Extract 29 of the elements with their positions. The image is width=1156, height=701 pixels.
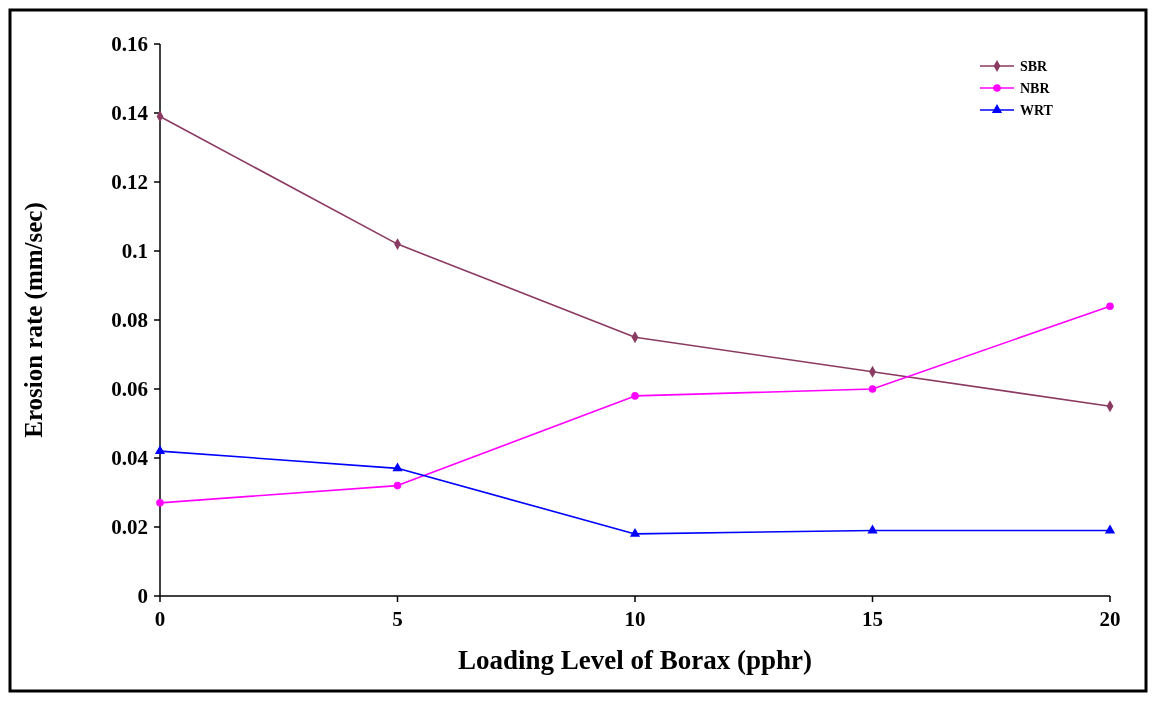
legend-label: WRT (1020, 102, 1054, 118)
point (867, 524, 878, 534)
y-tick-label: 0.06 (111, 377, 148, 402)
point (154, 445, 166, 455)
y-axis-title: Erosion rate (mm/sec) (20, 202, 48, 438)
x-tick-label: 0 (154, 607, 166, 631)
y-tick-label: 0.04 (111, 446, 149, 471)
point (1106, 302, 1114, 310)
x-tick-label: 20 (1099, 607, 1121, 631)
y-tick-label: 0.12 (111, 170, 148, 195)
point (868, 385, 877, 393)
y-tick-label: 0.16 (111, 32, 148, 57)
point (393, 481, 402, 490)
legend-label: NBR (1020, 80, 1051, 96)
y-tick-label: 0 (137, 584, 148, 609)
x-tick-label: 5 (392, 607, 403, 631)
y-tick-label: 0.14 (111, 101, 149, 126)
point (631, 392, 639, 400)
x-tick-label: 15 (862, 607, 883, 631)
y-tick-label: 0.08 (111, 308, 148, 333)
x-axis-title: Loading Level of Borax (pphr) (457, 645, 813, 675)
y-tick-label: 0.02 (111, 515, 148, 540)
point (1104, 524, 1116, 534)
point (156, 499, 164, 507)
legend-label: SBR (1020, 58, 1049, 74)
point (629, 528, 641, 537)
y-tick-label: 0.1 (121, 239, 148, 264)
point (392, 462, 403, 472)
x-tick-label: 10 (624, 607, 646, 631)
